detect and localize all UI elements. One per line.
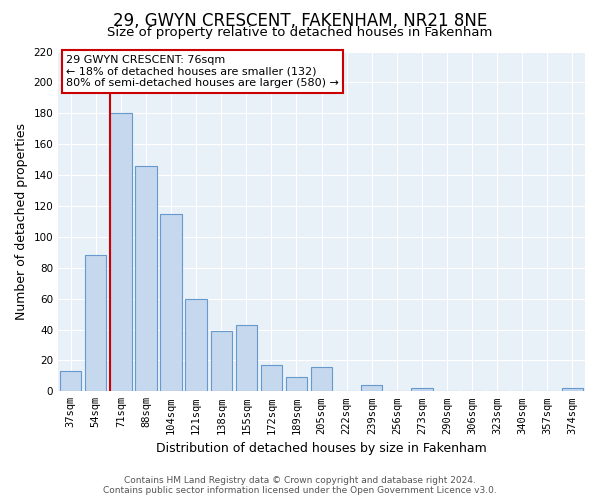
Bar [136,166,157,392]
Bar [261,365,282,392]
Bar [85,256,106,392]
Bar [562,388,583,392]
Bar [185,298,207,392]
Bar [311,366,332,392]
Text: Contains HM Land Registry data © Crown copyright and database right 2024.
Contai: Contains HM Land Registry data © Crown c… [103,476,497,495]
Text: 29 GWYN CRESCENT: 76sqm
← 18% of detached houses are smaller (132)
80% of semi-d: 29 GWYN CRESCENT: 76sqm ← 18% of detache… [66,55,339,88]
Bar [236,325,257,392]
X-axis label: Distribution of detached houses by size in Fakenham: Distribution of detached houses by size … [156,442,487,455]
Bar [60,371,82,392]
Bar [411,388,433,392]
Bar [160,214,182,392]
Bar [211,331,232,392]
Bar [361,385,382,392]
Text: Size of property relative to detached houses in Fakenham: Size of property relative to detached ho… [107,26,493,39]
Text: 29, GWYN CRESCENT, FAKENHAM, NR21 8NE: 29, GWYN CRESCENT, FAKENHAM, NR21 8NE [113,12,487,30]
Bar [286,378,307,392]
Y-axis label: Number of detached properties: Number of detached properties [15,123,28,320]
Bar [110,114,131,392]
